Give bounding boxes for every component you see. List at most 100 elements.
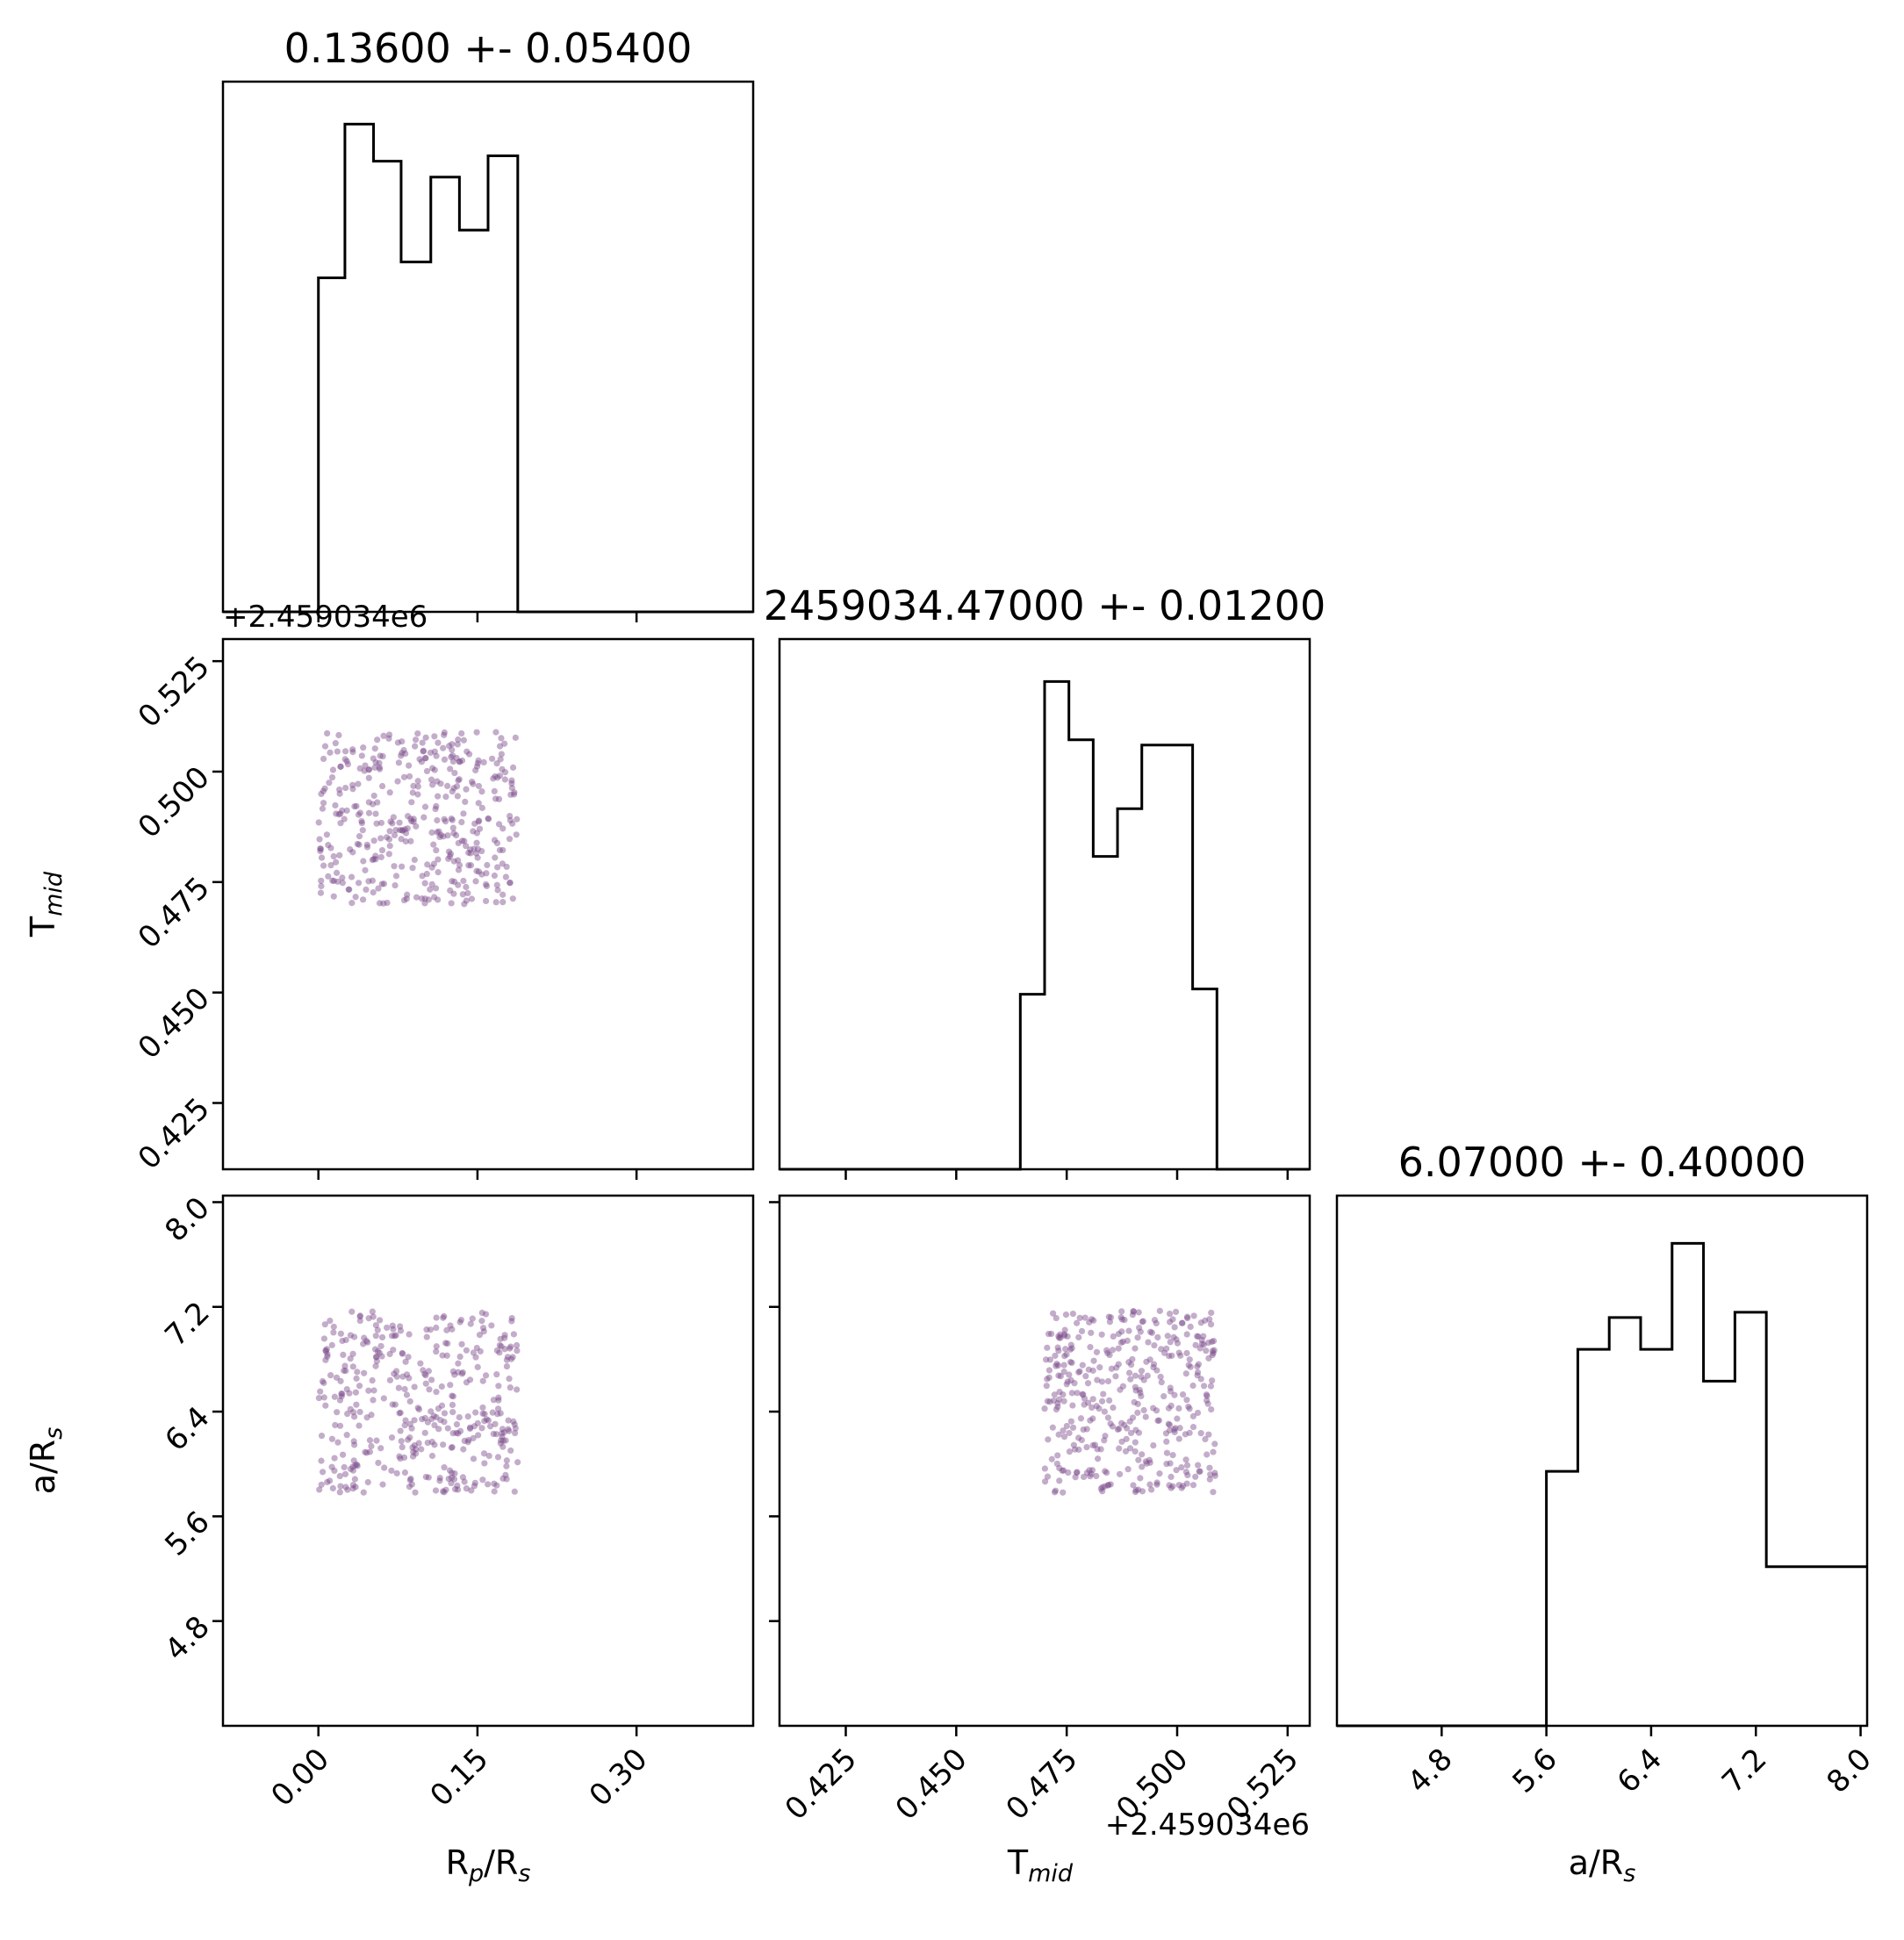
scatter-point (1118, 1438, 1125, 1445)
scatter-point (1079, 1362, 1086, 1369)
scatter-point (374, 1326, 381, 1333)
scatter-point (442, 1340, 449, 1347)
scatter-point (416, 756, 423, 763)
scatter-point (373, 820, 380, 827)
scatter-point (478, 1425, 485, 1432)
scatter-point (391, 831, 399, 839)
scatter-point (1132, 1372, 1139, 1379)
scatter-point (327, 1372, 334, 1379)
scatter-point (337, 763, 344, 770)
scatter-point (353, 1375, 360, 1382)
axes-frame (778, 637, 1311, 1171)
scatter-point (327, 844, 334, 851)
scatter-point (434, 778, 441, 785)
scatter-point (1179, 1319, 1186, 1326)
scatter-point (412, 736, 420, 744)
scatter-point (342, 784, 349, 792)
scatter-point (372, 758, 379, 766)
scatter-point (330, 1323, 337, 1331)
scatter-point (318, 1457, 325, 1464)
scatter-point (398, 752, 405, 759)
scatter-point (1080, 1473, 1088, 1481)
scatter-point (369, 1376, 376, 1384)
scatter-point (338, 1390, 345, 1398)
scatter-point (1089, 1404, 1096, 1412)
scatter-point (1065, 1469, 1072, 1477)
scatter-point (334, 878, 341, 885)
scatter-point (406, 1331, 413, 1338)
scatter-point (321, 785, 328, 792)
scatter-point (1189, 1412, 1197, 1419)
x-tick-label: 6.4 (1611, 1742, 1670, 1800)
scatter-point (425, 1474, 432, 1481)
scatter-point (1205, 1431, 1212, 1438)
scatter-point (372, 852, 379, 859)
scatter-point (1066, 1448, 1074, 1455)
scatter-point (1178, 1319, 1186, 1326)
scatter-point (451, 769, 458, 777)
scatter-point (455, 839, 462, 847)
scatter-point (503, 1476, 510, 1483)
scatter-point (1115, 1361, 1122, 1368)
scatter-point (494, 887, 501, 894)
scatter-point (440, 1488, 447, 1495)
scatter-point (1194, 1363, 1201, 1370)
scatter-point (363, 1414, 370, 1421)
scatter-point (449, 752, 456, 759)
scatter-point (458, 729, 465, 737)
scatter-point (318, 854, 326, 861)
scatter-point (1132, 1387, 1139, 1394)
scatter-point (351, 803, 358, 810)
scatter-point (1061, 1353, 1068, 1360)
scatter-point (474, 854, 481, 861)
scatter-point (356, 833, 363, 840)
scatter-point (1089, 1396, 1096, 1403)
scatter-point (364, 1339, 371, 1346)
scatter-point (454, 1482, 461, 1489)
scatter-point (1206, 1464, 1213, 1471)
scatter-point (324, 1478, 331, 1486)
scatter-point (355, 811, 363, 818)
scatter-point (1089, 1441, 1096, 1449)
scatter-point (336, 1397, 344, 1404)
scatter-point (449, 824, 456, 831)
scatter-point (458, 1370, 466, 1377)
scatter-point (1110, 1404, 1117, 1412)
scatter-point (322, 1347, 329, 1354)
scatter-point (449, 1469, 456, 1477)
scatter-point (351, 1333, 358, 1340)
scatter-point (460, 736, 467, 744)
scatter-panel-tmid-ars (769, 1194, 1311, 1736)
scatter-point (351, 1476, 358, 1483)
scatter-point (461, 901, 468, 908)
scatter-point (433, 846, 440, 854)
scatter-point (449, 816, 456, 823)
scatter-point (1175, 1482, 1182, 1489)
scatter-point (495, 1394, 502, 1401)
scatter-point (459, 1369, 466, 1376)
scatter-point (433, 752, 440, 759)
scatter-point (1205, 1354, 1212, 1362)
scatter-point (1168, 1473, 1175, 1480)
scatter-point (1166, 1421, 1174, 1428)
scatter-point (1200, 1341, 1207, 1348)
scatter-point (396, 1410, 403, 1417)
scatter-point (485, 815, 492, 822)
scatter-point (1150, 1363, 1157, 1371)
scatter-point (356, 1408, 363, 1416)
scatter-point (1055, 1396, 1063, 1403)
scatter-point (409, 789, 416, 796)
scatter-point (399, 827, 406, 834)
scatter-point (510, 1418, 517, 1425)
scatter-point (1125, 1327, 1132, 1334)
scatter-point (1097, 1485, 1104, 1492)
scatter-point (352, 1484, 359, 1491)
scatter-point (1057, 1373, 1064, 1380)
scatter-point (374, 1347, 381, 1354)
scatter-point (344, 1410, 351, 1418)
scatter-point (1101, 1408, 1108, 1415)
scatter-point (441, 1464, 448, 1471)
scatter-point (471, 845, 478, 852)
scatter-point (463, 1347, 470, 1354)
scatter-point (411, 1383, 418, 1390)
